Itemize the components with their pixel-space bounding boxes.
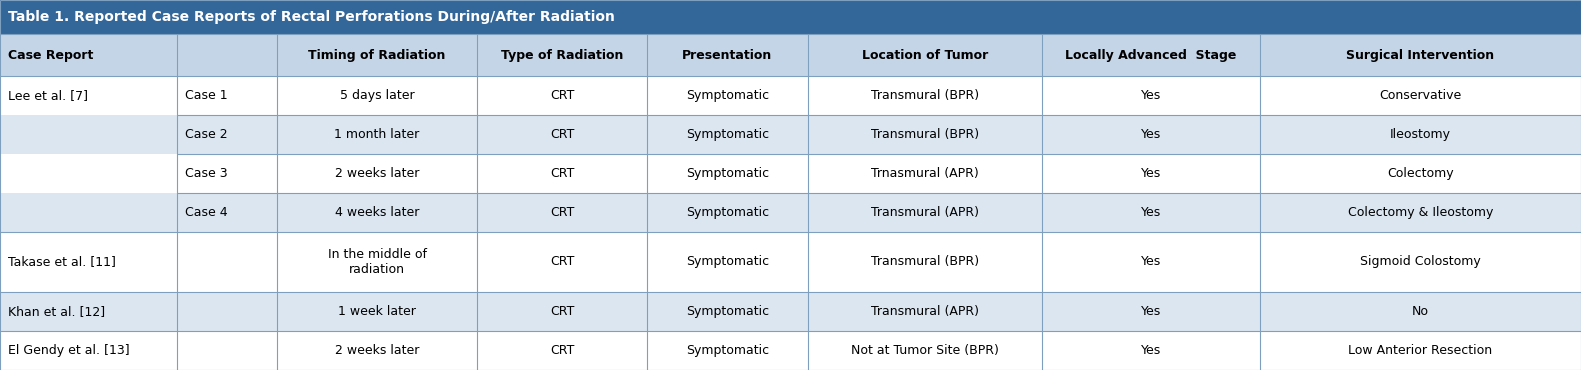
Text: CRT: CRT — [550, 128, 574, 141]
Text: Case 4: Case 4 — [185, 206, 228, 219]
Text: CRT: CRT — [550, 167, 574, 180]
Text: CRT: CRT — [550, 344, 574, 357]
Text: Symptomatic: Symptomatic — [686, 206, 768, 219]
Text: 4 weeks later: 4 weeks later — [335, 206, 419, 219]
Text: Takase et al. [11]: Takase et al. [11] — [8, 256, 115, 269]
Text: Surgical Intervention: Surgical Intervention — [1347, 49, 1494, 62]
Bar — [0, 76, 1581, 115]
Text: Type of Radiation: Type of Radiation — [501, 49, 623, 62]
Text: Locally Advanced  Stage: Locally Advanced Stage — [1066, 49, 1236, 62]
Text: Case Report: Case Report — [8, 49, 93, 62]
Bar — [0, 154, 1581, 193]
Text: Presentation: Presentation — [681, 49, 773, 62]
Text: Transmural (APR): Transmural (APR) — [871, 206, 979, 219]
Text: In the middle of
radiation: In the middle of radiation — [327, 248, 427, 276]
Text: CRT: CRT — [550, 206, 574, 219]
Text: Case 2: Case 2 — [185, 128, 228, 141]
Text: Low Anterior Resection: Low Anterior Resection — [1349, 344, 1492, 357]
Text: Symptomatic: Symptomatic — [686, 89, 768, 102]
Text: Transmural (BPR): Transmural (BPR) — [871, 128, 979, 141]
Text: Transmural (BPR): Transmural (BPR) — [871, 256, 979, 269]
Text: Yes: Yes — [1141, 206, 1160, 219]
Text: Yes: Yes — [1141, 305, 1160, 318]
Text: Symptomatic: Symptomatic — [686, 305, 768, 318]
Bar — [0, 0, 1581, 34]
Text: Yes: Yes — [1141, 128, 1160, 141]
Text: Colectomy & Ileostomy: Colectomy & Ileostomy — [1349, 206, 1492, 219]
Text: Khan et al. [12]: Khan et al. [12] — [8, 305, 104, 318]
Text: 2 weeks later: 2 weeks later — [335, 167, 419, 180]
Text: Colectomy: Colectomy — [1387, 167, 1455, 180]
Text: Conservative: Conservative — [1379, 89, 1462, 102]
Bar — [0, 292, 1581, 331]
Text: El Gendy et al. [13]: El Gendy et al. [13] — [8, 344, 130, 357]
Text: CRT: CRT — [550, 89, 574, 102]
Text: Timing of Radiation: Timing of Radiation — [308, 49, 446, 62]
Text: Symptomatic: Symptomatic — [686, 344, 768, 357]
Text: Case 3: Case 3 — [185, 167, 228, 180]
Text: Yes: Yes — [1141, 344, 1160, 357]
Text: Transmural (APR): Transmural (APR) — [871, 305, 979, 318]
Text: 1 month later: 1 month later — [335, 128, 419, 141]
Text: Ileostomy: Ileostomy — [1390, 128, 1451, 141]
Text: CRT: CRT — [550, 305, 574, 318]
Text: 5 days later: 5 days later — [340, 89, 414, 102]
Bar — [0, 331, 1581, 370]
Text: Location of Tumor: Location of Tumor — [862, 49, 988, 62]
Text: Yes: Yes — [1141, 256, 1160, 269]
Text: Not at Tumor Site (BPR): Not at Tumor Site (BPR) — [851, 344, 999, 357]
Bar — [0, 193, 1581, 232]
Bar — [0, 34, 1581, 76]
Text: Lee et al. [7]: Lee et al. [7] — [8, 89, 89, 102]
Text: Yes: Yes — [1141, 167, 1160, 180]
Text: Yes: Yes — [1141, 89, 1160, 102]
Text: Sigmoid Colostomy: Sigmoid Colostomy — [1360, 256, 1481, 269]
Text: No: No — [1412, 305, 1429, 318]
Text: CRT: CRT — [550, 256, 574, 269]
Text: 2 weeks later: 2 weeks later — [335, 344, 419, 357]
Bar — [0, 115, 1581, 154]
Text: Table 1. Reported Case Reports of Rectal Perforations During/After Radiation: Table 1. Reported Case Reports of Rectal… — [8, 10, 615, 24]
Text: Symptomatic: Symptomatic — [686, 167, 768, 180]
Text: Trnasmural (APR): Trnasmural (APR) — [871, 167, 979, 180]
Text: Symptomatic: Symptomatic — [686, 128, 768, 141]
Text: Symptomatic: Symptomatic — [686, 256, 768, 269]
Text: 1 week later: 1 week later — [338, 305, 416, 318]
Text: Transmural (BPR): Transmural (BPR) — [871, 89, 979, 102]
Text: Case 1: Case 1 — [185, 89, 228, 102]
Bar — [0, 232, 1581, 292]
